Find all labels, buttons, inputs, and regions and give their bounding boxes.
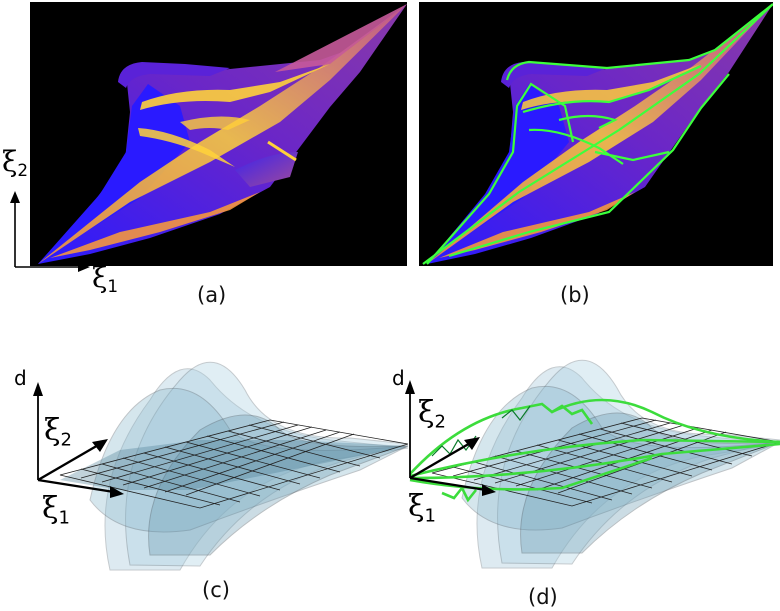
caustic-band-2 <box>521 64 701 110</box>
xi2-label: ξ2 <box>2 145 29 181</box>
xi-axes-indicator <box>10 191 90 272</box>
caption-d: (d) <box>528 585 558 609</box>
top-spine <box>275 4 407 72</box>
green-caustic-overlay <box>422 3 773 265</box>
wavefront-surface-d <box>405 359 780 569</box>
surface-panel-c <box>30 340 408 577</box>
xi2-arrow-icon <box>10 191 20 203</box>
caustic-image-a <box>38 4 407 264</box>
xi2-label-d: ξ2 <box>418 395 446 433</box>
right-lobe <box>235 152 298 187</box>
xi1-label: ξ1 <box>92 261 119 297</box>
d-axis-label-c: d <box>14 366 27 390</box>
caption-b: (b) <box>560 283 590 307</box>
dark-green-cusps <box>431 405 531 457</box>
surface-axes <box>405 380 496 496</box>
surface-sheets <box>461 359 780 569</box>
perspective-grid <box>59 419 408 509</box>
caustic-image-b <box>422 3 773 265</box>
d-axis-label-d: d <box>392 366 405 390</box>
caustic-panel-a <box>30 2 407 266</box>
caption-a: (a) <box>197 283 227 307</box>
top-curl <box>501 62 607 88</box>
xi2-axis-arrow-icon <box>92 439 108 452</box>
lower-glow <box>439 192 635 258</box>
d-axis-arrow-icon <box>405 380 415 394</box>
xi2-axis-arrow-icon <box>464 437 480 450</box>
green-caustic-curves <box>409 398 780 503</box>
caustic-line <box>267 140 297 162</box>
caption-c: (c) <box>202 578 230 602</box>
caustic-panel-b <box>419 2 773 266</box>
caustic-band-1 <box>427 4 773 264</box>
blue-wing <box>38 84 190 264</box>
lower-glow <box>50 192 260 258</box>
caustic-cusp-1 <box>138 128 235 167</box>
xi1-arrow-icon <box>78 262 90 272</box>
xi1-label-d: ξ1 <box>408 489 436 527</box>
xi1-label-c: ξ1 <box>42 491 70 529</box>
d-axis-arrow-icon <box>33 382 43 396</box>
xi1-axis-arrow-icon <box>110 486 124 498</box>
surface-panel-d <box>402 328 780 577</box>
surface-axes <box>33 382 124 498</box>
xi1-axis-arrow-icon <box>482 484 496 496</box>
caustic-band-1 <box>38 4 407 264</box>
top-curl <box>118 62 230 88</box>
wavefront-surface-c <box>33 361 408 571</box>
xi2-label-c: ξ2 <box>44 413 72 451</box>
caustic-band-2 <box>140 64 330 110</box>
caustic-cusp-2 <box>180 116 250 130</box>
